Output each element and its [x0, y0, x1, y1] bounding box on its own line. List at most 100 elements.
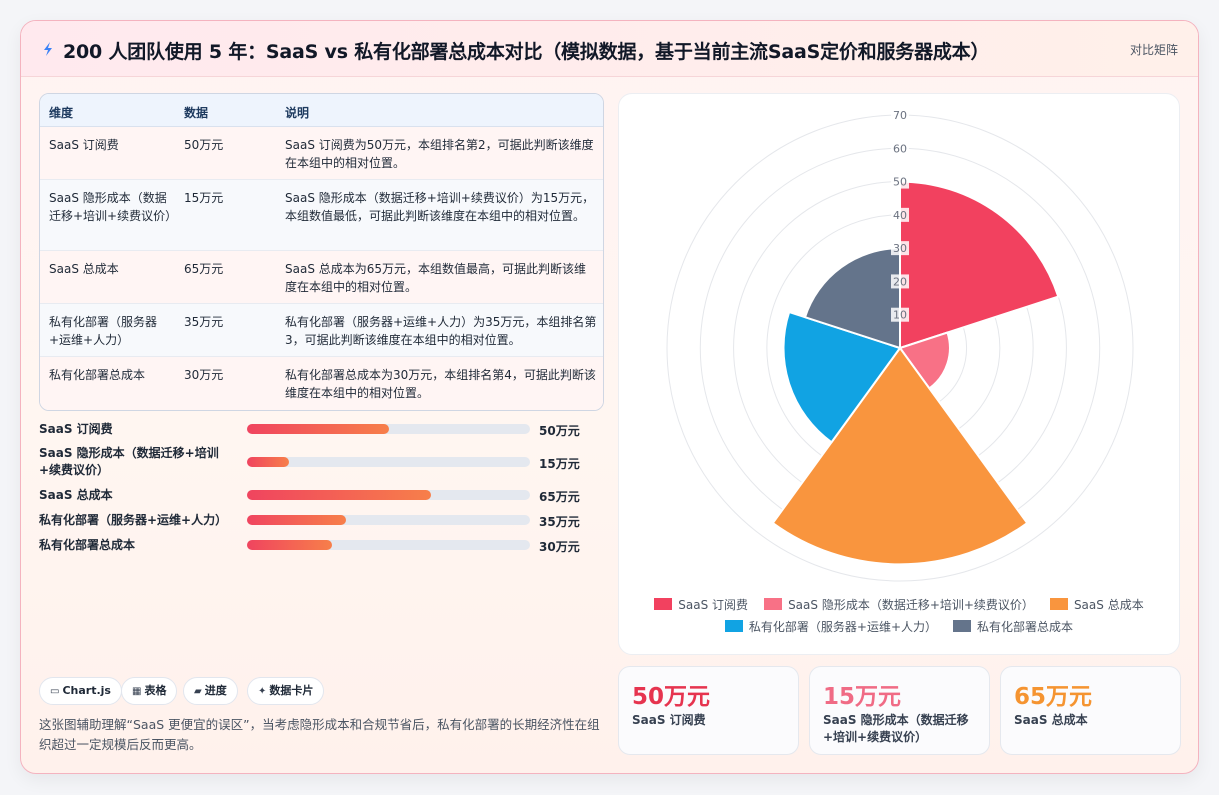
- table-row: SaaS 总成本 65万元 SaaS 总成本为65万元，本组数值最高，可据此判断…: [40, 251, 603, 304]
- legend-item[interactable]: SaaS 总成本: [1049, 594, 1144, 616]
- tick-label: 60: [893, 142, 907, 155]
- stat-value: 65万元: [1014, 684, 1093, 710]
- progress-track: [247, 424, 530, 434]
- tick-label-bg: [891, 207, 909, 222]
- progress-row: 私有化部署总成本 30万元: [39, 537, 599, 557]
- tick-label-bg: [891, 241, 909, 256]
- tick-label-bg: [891, 274, 909, 289]
- stat-value: 50万元: [632, 684, 711, 710]
- progress-row: SaaS 订阅费 50万元: [39, 421, 599, 441]
- cell-dimension: 私有化部署（服务器+运维+人力）: [49, 315, 158, 347]
- progress-value: 30万元: [539, 540, 580, 554]
- polar-segment: [771, 346, 1029, 566]
- cell-value: 50万元: [184, 138, 224, 152]
- tick-label: 20: [893, 275, 907, 288]
- progress-fill: [247, 424, 389, 434]
- legend-swatch: [953, 620, 972, 632]
- cell-dimension: SaaS 总成本: [49, 262, 119, 276]
- legend-item[interactable]: 私有化部署总成本: [953, 616, 1073, 638]
- progress-label: SaaS 总成本: [39, 488, 113, 502]
- table-row: 私有化部署总成本 30万元 私有化部署总成本为30万元，本组排名第4，可据此判断…: [40, 357, 603, 410]
- stat-label: SaaS 总成本: [1014, 713, 1088, 727]
- progress-label: 私有化部署（服务器+运维+人力）: [39, 513, 228, 527]
- progress-label: SaaS 隐形成本（数据迁移+培训+续费议价）: [39, 446, 219, 477]
- stat-label: SaaS 订阅费: [632, 713, 706, 727]
- polar-segment: [803, 247, 901, 350]
- pill-chartjs[interactable]: ▭ Chart.js: [39, 677, 122, 705]
- pill-label: 数据卡片: [269, 684, 314, 697]
- pill-progress[interactable]: ▰ 进度: [183, 677, 238, 705]
- legend-swatch: [1049, 598, 1068, 610]
- col-header-note: 说明: [285, 106, 310, 120]
- polar-segment: [899, 180, 1060, 350]
- cell-note: SaaS 隐形成本（数据迁移+培训+续费议价）为15万元，本组数值最低，可据此判…: [285, 191, 595, 223]
- legend-swatch: [654, 598, 673, 610]
- cell-dimension: SaaS 隐形成本（数据迁移+培训+续费议价）: [49, 191, 178, 223]
- col-header-value: 数据: [184, 106, 209, 120]
- pill-label: 进度: [204, 684, 227, 697]
- table-row: SaaS 隐形成本（数据迁移+培训+续费议价） 15万元 SaaS 隐形成本（数…: [40, 180, 603, 251]
- progress-icon: ▰: [194, 686, 202, 697]
- stat-label: SaaS 隐形成本（数据迁移+培训+续费议价）: [823, 713, 969, 744]
- cell-note: 私有化部署总成本为30万元，本组排名第4，可据此判断该维度在本组中的相对位置。: [285, 368, 596, 400]
- progress-value: 50万元: [539, 424, 580, 438]
- progress-value: 65万元: [539, 490, 580, 504]
- progress-fill: [247, 515, 347, 525]
- legend-label: SaaS 订阅费: [678, 598, 749, 612]
- stat-card: 65万元 SaaS 总成本: [1000, 666, 1181, 755]
- table-icon: ▦: [132, 686, 142, 697]
- cell-note: SaaS 订阅费为50万元，本组排名第2，可据此判断该维度在本组中的相对位置。: [285, 138, 594, 170]
- legend-item[interactable]: SaaS 隐形成本（数据迁移+培训+续费议价）: [764, 594, 1034, 616]
- tick-label: 10: [893, 309, 907, 322]
- table-header: 维度 数据 说明: [40, 94, 603, 127]
- legend-label: SaaS 隐形成本（数据迁移+培训+续费议价）: [788, 598, 1034, 612]
- progress-track: [247, 540, 530, 550]
- header: 200 人团队使用 5 年：SaaS vs 私有化部署总成本对比（模拟数据，基于…: [21, 21, 1198, 77]
- table-row: SaaS 订阅费 50万元 SaaS 订阅费为50万元，本组排名第2，可据此判断…: [40, 127, 603, 180]
- page-title: 200 人团队使用 5 年：SaaS vs 私有化部署总成本对比（模拟数据，基于…: [63, 41, 990, 63]
- progress-fill: [247, 457, 290, 467]
- tick-label: 70: [893, 109, 907, 122]
- tick-label: 40: [893, 209, 907, 222]
- legend-label: SaaS 总成本: [1073, 598, 1144, 612]
- stat-card: 15万元 SaaS 隐形成本（数据迁移+培训+续费议价）: [809, 666, 990, 755]
- progress-track: [247, 515, 530, 525]
- polar-segment: [782, 310, 902, 444]
- pill-label: 表格: [144, 684, 167, 697]
- footnote: 这张图辅助理解“SaaS 更便宜的误区”，当考虑隐形成本和合规节省后，私有化部署…: [39, 717, 600, 752]
- chart-icon: ▭: [50, 686, 60, 697]
- polar-segment: [898, 331, 951, 390]
- pill-label: Chart.js: [62, 684, 111, 697]
- progress-row: SaaS 总成本 65万元: [39, 487, 599, 507]
- legend-swatch: [764, 598, 783, 610]
- tick-label: 30: [893, 242, 907, 255]
- polar-area-chart: 10 20 30 40 50 60 70 SaaS 订阅费 SaaS 隐形成本（数据迁移+培训…: [618, 93, 1180, 655]
- progress-track: [247, 457, 530, 467]
- progress-label: SaaS 订阅费: [39, 422, 113, 436]
- stat-value: 15万元: [823, 684, 902, 710]
- legend-label: 私有化部署总成本: [977, 620, 1074, 634]
- legend-item[interactable]: 私有化部署（服务器+运维+人力）: [724, 616, 938, 638]
- cell-value: 65万元: [184, 262, 224, 276]
- cell-value: 35万元: [184, 315, 224, 329]
- legend-item[interactable]: SaaS 订阅费: [654, 594, 748, 616]
- legend-label: 私有化部署（服务器+运维+人力）: [748, 620, 938, 634]
- header-tag: 对比矩阵: [1129, 43, 1178, 57]
- progress-label: 私有化部署总成本: [39, 538, 136, 552]
- progress-row: 私有化部署（服务器+运维+人力） 35万元: [39, 512, 599, 532]
- sparkle-icon: ✦: [258, 686, 267, 697]
- progress-row: SaaS 隐形成本（数据迁移+培训+续费议价） 15万元: [39, 445, 599, 481]
- table-row: 私有化部署（服务器+运维+人力） 35万元 私有化部署（服务器+运维+人力）为3…: [40, 304, 603, 357]
- col-header-dimension: 维度: [49, 106, 74, 120]
- tick-label-bg: [891, 108, 909, 122]
- polar-chart-svg: 10 20 30 40 50 60 70: [666, 108, 1134, 582]
- cell-dimension: SaaS 订阅费: [49, 138, 119, 152]
- cell-note: 私有化部署（服务器+运维+人力）为35万元，本组排名第3，可据此判断该维度在本组…: [285, 315, 597, 347]
- progress-track: [247, 490, 530, 500]
- pill-data-card[interactable]: ✦ 数据卡片: [247, 677, 325, 705]
- tick-label: 50: [893, 176, 907, 189]
- pill-table[interactable]: ▦ 表格: [121, 677, 178, 705]
- progress-fill: [247, 490, 431, 500]
- progress-value: 15万元: [539, 457, 580, 471]
- main-card: 200 人团队使用 5 年：SaaS vs 私有化部署总成本对比（模拟数据，基于…: [20, 20, 1199, 774]
